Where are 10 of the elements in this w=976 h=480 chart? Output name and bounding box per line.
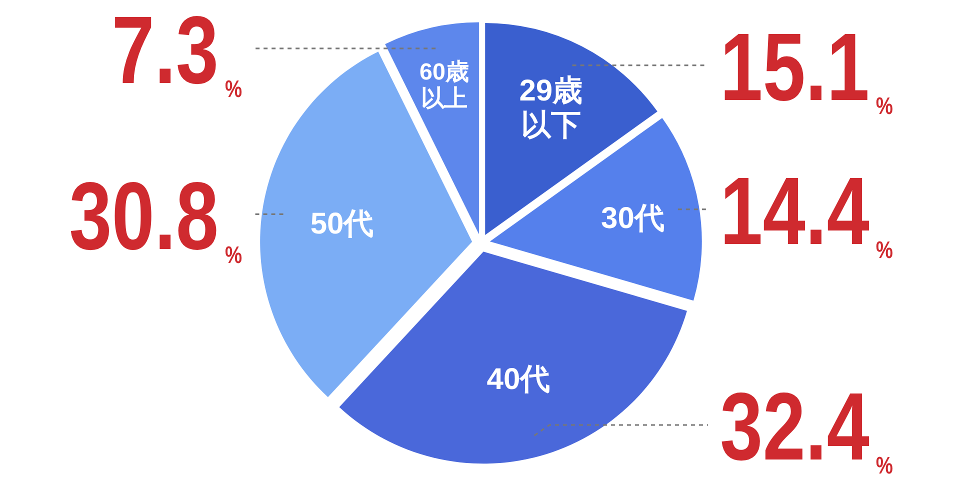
value-label: 15.1$_{%}$ xyxy=(720,14,893,121)
category-label: 50代 xyxy=(310,208,374,241)
category-label: 40代 xyxy=(486,363,550,396)
value-label: 30.8$_{%}$ xyxy=(69,162,242,270)
value-label: 14.4$_{%}$ xyxy=(720,158,893,265)
value-label: 7.3$_{%}$ xyxy=(112,0,242,104)
value-label: 32.4$_{%}$ xyxy=(720,373,893,480)
category-label: 29歳以下 xyxy=(519,74,583,142)
category-label: 30代 xyxy=(601,202,664,235)
category-label: 60歳以上 xyxy=(420,58,468,112)
